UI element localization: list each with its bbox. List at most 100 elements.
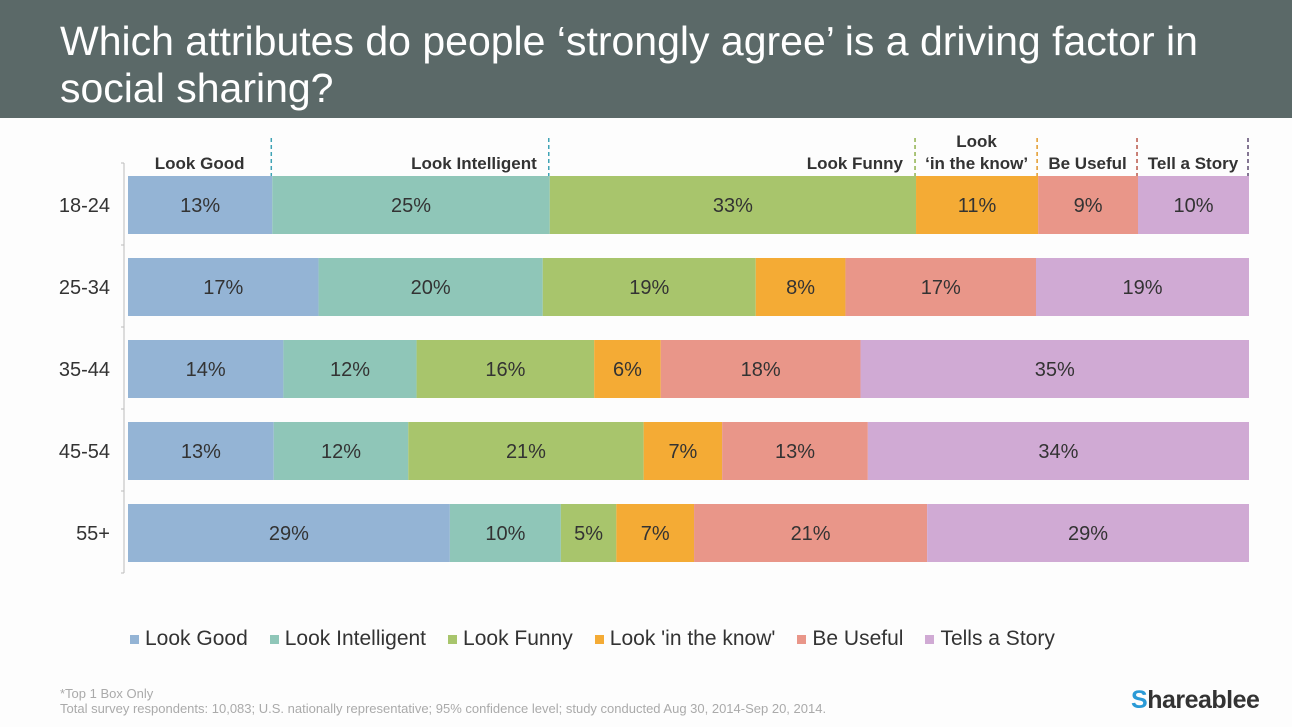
footnote: *Top 1 Box Only bbox=[60, 686, 154, 701]
bar-segment bbox=[660, 340, 861, 398]
footer-notes: *Top 1 Box Only Total survey respondents… bbox=[60, 686, 826, 716]
bar-segment bbox=[273, 422, 409, 480]
bar-segment bbox=[845, 258, 1037, 316]
bar-segment bbox=[549, 176, 917, 234]
legend-item: Look Good bbox=[130, 627, 248, 651]
stacked-bar-chart: 18-24 13% 25% 33% 11% 9% 10% 25-34 17% 20% 19% 8% 17… bbox=[59, 132, 1249, 574]
header-label: ‘in the know’ bbox=[925, 154, 1028, 173]
bar-segment bbox=[416, 340, 595, 398]
bar-segment bbox=[616, 504, 695, 562]
header-label: Look Funny bbox=[807, 154, 904, 173]
bar-segment bbox=[128, 422, 274, 480]
bar-segment bbox=[272, 176, 550, 234]
bar-segment bbox=[1038, 176, 1139, 234]
data-label: 10% bbox=[485, 523, 525, 545]
category-label: 25-34 bbox=[59, 277, 110, 299]
bar-segment bbox=[694, 504, 928, 562]
legend-swatch bbox=[925, 634, 935, 644]
legend-label: Look Funny bbox=[463, 627, 573, 650]
legend-swatch bbox=[130, 634, 139, 644]
data-label: 14% bbox=[186, 359, 226, 381]
header-label: Look bbox=[956, 132, 997, 151]
legend-label: Look 'in the know' bbox=[609, 627, 776, 650]
data-label: 12% bbox=[330, 359, 370, 381]
bar-segment bbox=[1036, 258, 1249, 316]
data-label: 20% bbox=[411, 277, 451, 299]
bar-segment bbox=[128, 340, 284, 398]
legend-item: Look Intelligent bbox=[269, 627, 427, 651]
bar-segment bbox=[916, 176, 1039, 234]
data-label: 7% bbox=[641, 523, 670, 545]
legend-label: Look Intelligent bbox=[284, 627, 427, 650]
legend-item: Tells a Story bbox=[925, 627, 1055, 651]
data-label: 25% bbox=[391, 195, 431, 217]
data-label: 16% bbox=[485, 359, 525, 381]
bar-segment bbox=[722, 422, 868, 480]
data-label: 18% bbox=[741, 359, 781, 381]
category-label: 35-44 bbox=[59, 359, 110, 381]
data-label: 13% bbox=[775, 441, 815, 463]
legend-swatch bbox=[594, 634, 604, 644]
logo-text: hareablee bbox=[1147, 686, 1260, 714]
bar-segment bbox=[860, 340, 1249, 398]
logo-initial: S bbox=[1131, 686, 1148, 714]
category-label: 45-54 bbox=[59, 441, 110, 463]
data-label: 5% bbox=[574, 523, 603, 545]
data-label: 19% bbox=[1122, 277, 1162, 299]
legend-swatch bbox=[448, 634, 458, 644]
legend-swatch bbox=[797, 634, 807, 644]
data-label: 12% bbox=[321, 441, 361, 463]
header-label: Look Good bbox=[155, 154, 245, 173]
source-note: Total survey respondents: 10,083; U.S. n… bbox=[60, 701, 827, 716]
category-label: 55+ bbox=[76, 523, 110, 545]
legend-item: Be Useful bbox=[797, 627, 903, 651]
header-label: Look Intelligent bbox=[411, 154, 537, 173]
legend-label: Tells a Story bbox=[940, 627, 1055, 650]
bar-segment bbox=[1138, 176, 1249, 234]
bar-segment bbox=[128, 504, 450, 562]
legend-item: Look 'in the know' bbox=[594, 627, 776, 651]
data-label: 9% bbox=[1074, 195, 1103, 217]
bar-segment bbox=[128, 258, 319, 316]
bar-segment bbox=[318, 258, 543, 316]
shareablee-logo: Shareablee bbox=[1131, 686, 1260, 715]
data-label: 21% bbox=[791, 523, 831, 545]
bar-segment bbox=[755, 258, 846, 316]
category-label: 18-24 bbox=[59, 195, 110, 217]
bar-segment bbox=[283, 340, 417, 398]
legend-swatch bbox=[269, 634, 279, 644]
data-label: 29% bbox=[269, 523, 309, 545]
bar-segment bbox=[542, 258, 756, 316]
data-label: 13% bbox=[180, 195, 220, 217]
data-label: 17% bbox=[203, 277, 243, 299]
data-label: 17% bbox=[921, 277, 961, 299]
data-label: 8% bbox=[786, 277, 815, 299]
data-label: 11% bbox=[958, 195, 997, 217]
bar-segment bbox=[867, 422, 1249, 480]
data-label: 10% bbox=[1173, 195, 1213, 217]
data-label: 35% bbox=[1035, 359, 1075, 381]
bar-segment bbox=[449, 504, 561, 562]
legend-item: Look Funny bbox=[448, 627, 573, 651]
data-label: 34% bbox=[1038, 441, 1078, 463]
legend-label: Look Good bbox=[145, 627, 248, 650]
data-label: 21% bbox=[506, 441, 546, 463]
bar-segment bbox=[643, 422, 723, 480]
data-label: 19% bbox=[629, 277, 669, 299]
data-label: 6% bbox=[613, 359, 642, 381]
bar-segment bbox=[927, 504, 1249, 562]
data-label: 33% bbox=[713, 195, 753, 217]
bar-segment bbox=[408, 422, 644, 480]
bar-segment bbox=[128, 176, 273, 234]
bar-segment bbox=[560, 504, 617, 562]
header-label: Tell a Story bbox=[1148, 154, 1239, 173]
legend: Look Good Look Intelligent Look Funny Look … bbox=[130, 627, 1077, 651]
data-label: 29% bbox=[1068, 523, 1108, 545]
page-title: Which attributes do people ‘strongly agr… bbox=[60, 18, 1198, 111]
legend-label: Be Useful bbox=[812, 627, 904, 650]
title-banner: Which attributes do people ‘strongly agr… bbox=[0, 0, 1292, 118]
data-label: 13% bbox=[181, 441, 221, 463]
header-label: Be Useful bbox=[1048, 154, 1126, 173]
data-label: 7% bbox=[668, 441, 697, 463]
bar-segment bbox=[594, 340, 661, 398]
